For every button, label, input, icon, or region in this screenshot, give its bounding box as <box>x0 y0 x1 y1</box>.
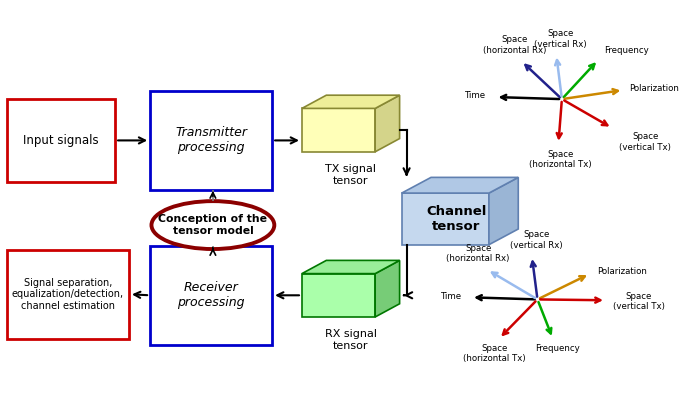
Text: Polarization: Polarization <box>629 84 678 93</box>
Text: Space
(horizontal Rx): Space (horizontal Rx) <box>483 35 546 55</box>
Polygon shape <box>402 193 489 244</box>
Text: Polarization: Polarization <box>597 267 646 276</box>
Text: Signal separation,
equalization/detection,
channel estimation: Signal separation, equalization/detectio… <box>12 278 124 311</box>
Text: Channel
tensor: Channel tensor <box>426 205 487 233</box>
Text: Frequency: Frequency <box>604 45 648 55</box>
Polygon shape <box>376 261 399 317</box>
Text: Space
(vertical Tx): Space (vertical Tx) <box>613 292 664 311</box>
Text: Time: Time <box>441 292 462 301</box>
Text: Space
(horizontal Tx): Space (horizontal Tx) <box>529 150 592 169</box>
Text: Space
(vertical Rx): Space (vertical Rx) <box>534 29 587 49</box>
Text: Space
(vertical Tx): Space (vertical Tx) <box>619 132 671 152</box>
Ellipse shape <box>151 201 274 249</box>
Polygon shape <box>302 108 376 152</box>
Text: Time: Time <box>466 91 487 100</box>
Text: Space
(vertical Rx): Space (vertical Rx) <box>510 230 563 250</box>
Text: RX signal
tensor: RX signal tensor <box>325 330 377 351</box>
Polygon shape <box>402 178 518 193</box>
Text: Frequency: Frequency <box>535 344 579 353</box>
Polygon shape <box>489 178 518 244</box>
FancyBboxPatch shape <box>7 250 129 339</box>
Text: Conception of the
tensor model: Conception of the tensor model <box>158 214 267 236</box>
Text: TX signal
tensor: TX signal tensor <box>325 164 376 186</box>
Text: Receiver
processing: Receiver processing <box>177 281 245 309</box>
Polygon shape <box>376 95 399 152</box>
FancyBboxPatch shape <box>7 99 115 182</box>
Polygon shape <box>302 274 376 317</box>
FancyBboxPatch shape <box>150 91 272 190</box>
Text: Space
(horizontal Tx): Space (horizontal Tx) <box>463 344 526 363</box>
Text: Input signals: Input signals <box>23 134 99 147</box>
Text: Transmitter
processing: Transmitter processing <box>175 126 247 154</box>
FancyBboxPatch shape <box>150 246 272 345</box>
Polygon shape <box>302 261 399 274</box>
Polygon shape <box>302 95 399 108</box>
Text: Space
(horizontal Rx): Space (horizontal Rx) <box>447 244 510 263</box>
